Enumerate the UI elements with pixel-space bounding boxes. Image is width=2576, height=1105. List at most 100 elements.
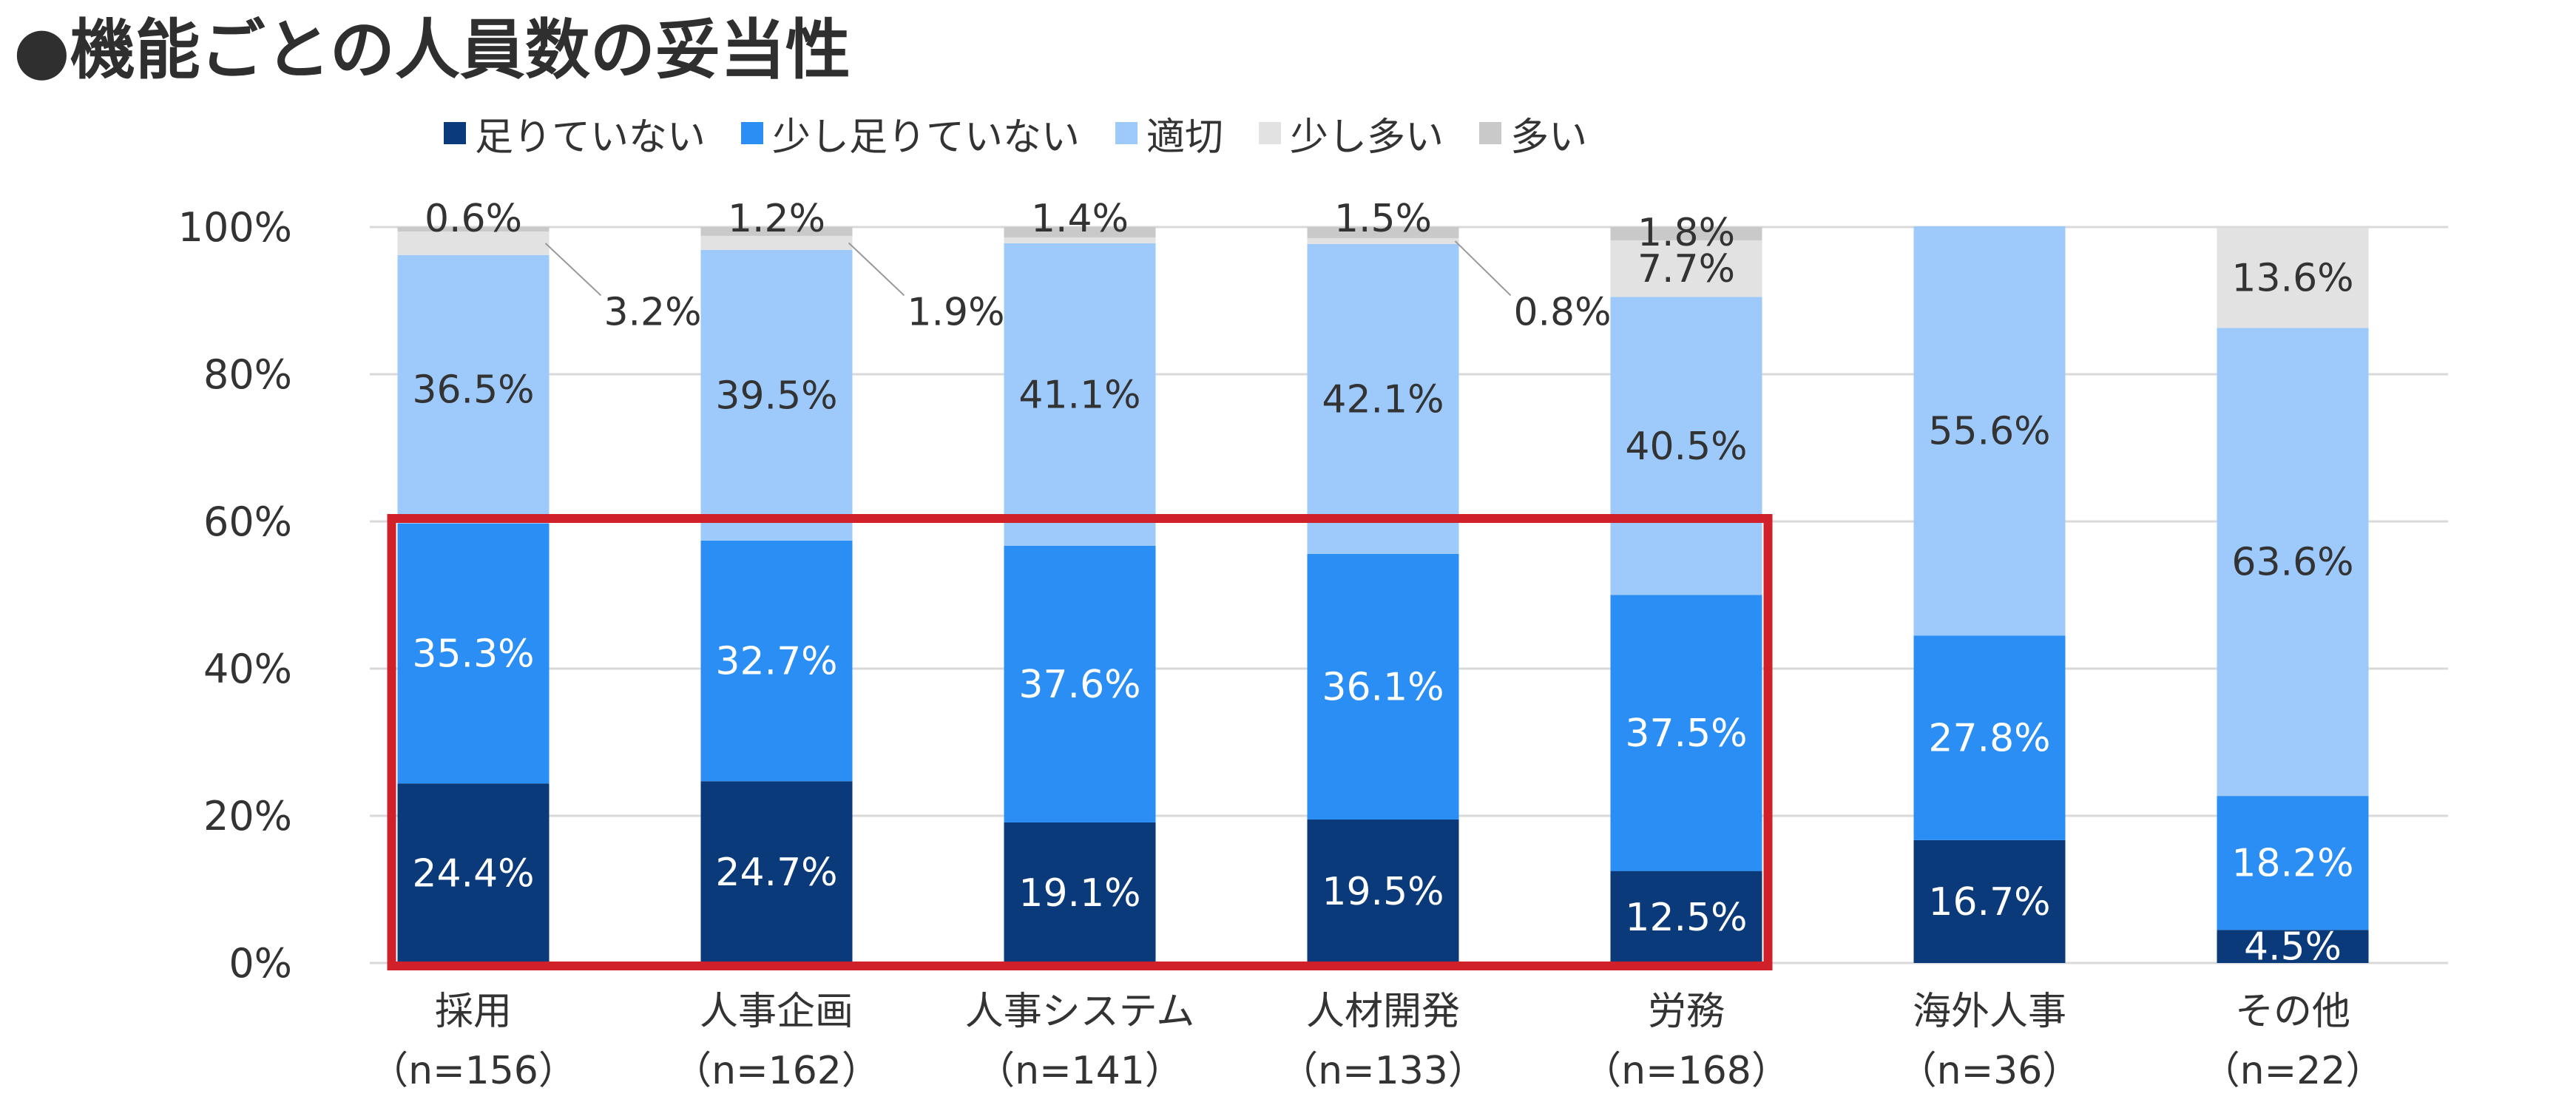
data-label: 27.8%: [1928, 717, 2050, 761]
bar-segment: [1913, 635, 2066, 840]
data-label: 24.4%: [412, 852, 534, 896]
bar-segment: [1610, 227, 1762, 240]
data-label: 0.8%: [1513, 290, 1611, 334]
legend-item: 足りていない: [444, 106, 706, 161]
x-category-label: 採用: [435, 990, 512, 1034]
y-tick-label: 100%: [178, 204, 292, 251]
data-label: 1.5%: [1334, 197, 1432, 241]
bar-segment: [1004, 822, 1156, 963]
legend-swatch: [1259, 122, 1282, 144]
legend-item: 少し多い: [1259, 106, 1444, 161]
x-category-count: （n=162）: [673, 1049, 880, 1093]
data-label: 63.6%: [2231, 541, 2353, 585]
x-category-label: 人事企画: [700, 990, 853, 1034]
legend-label: 少し多い: [1290, 115, 1444, 160]
bar-segment: [1610, 297, 1762, 595]
legend-label: 少し足りていない: [772, 115, 1081, 160]
y-tick-label: 0%: [229, 940, 292, 987]
data-label: 39.5%: [715, 374, 837, 418]
legend-label: 適切: [1146, 115, 1224, 160]
bar-segment: [700, 227, 853, 236]
x-category-label: 労務: [1648, 990, 1725, 1034]
legend-swatch: [741, 122, 764, 144]
x-category-count: （n=141）: [976, 1049, 1183, 1093]
x-category-count: （n=36）: [1899, 1049, 2081, 1093]
data-label: 19.5%: [1322, 870, 1444, 914]
data-label: 3.2%: [604, 290, 701, 334]
bar-segment: [397, 783, 550, 963]
bar-segment: [2217, 930, 2369, 963]
data-label: 36.5%: [412, 368, 534, 412]
x-category-label: 人事システム: [965, 990, 1194, 1034]
bar-segment: [700, 249, 853, 541]
bar-segment: [1004, 237, 1156, 243]
bar-segment: [1307, 243, 1459, 554]
y-tick-label: 80%: [203, 351, 292, 398]
bar-segment: [1004, 243, 1156, 546]
data-label: 24.7%: [715, 851, 837, 895]
legend-item: 少し足りていない: [741, 106, 1080, 161]
y-tick-label: 20%: [203, 793, 292, 839]
x-category-count: （n=133）: [1279, 1049, 1487, 1093]
bar-segment: [2217, 227, 2369, 328]
data-label: 1.8%: [1637, 211, 1735, 255]
y-tick-label: 40%: [203, 646, 292, 692]
bar-segment: [1913, 839, 2066, 963]
data-label: 4.5%: [2244, 925, 2342, 970]
data-label: 37.5%: [1625, 712, 1747, 756]
x-category-count: （n=156）: [370, 1049, 577, 1093]
data-label: 36.1%: [1322, 665, 1444, 709]
data-label: 18.2%: [2231, 842, 2353, 886]
y-tick-label: 60%: [203, 499, 292, 545]
bar-segment: [1004, 545, 1156, 822]
bar-segment: [397, 231, 550, 255]
data-label: 41.1%: [1018, 373, 1140, 417]
bar-segment: [1307, 819, 1459, 963]
legend-swatch: [444, 122, 466, 144]
bar-segment: [1610, 595, 1762, 871]
data-label: 40.5%: [1625, 425, 1747, 469]
bar-segment: [2217, 796, 2369, 930]
bar-segment: [700, 540, 853, 782]
x-category-count: （n=22）: [2202, 1049, 2384, 1093]
legend-item: 多い: [1479, 106, 1587, 161]
x-category-label: 人材開発: [1306, 990, 1460, 1034]
data-label: 1.4%: [1031, 197, 1129, 241]
data-label: 42.1%: [1322, 377, 1444, 422]
bar-segment: [397, 523, 550, 784]
leader-line: [544, 243, 602, 297]
x-category-count: （n=168）: [1583, 1049, 1790, 1093]
leader-line: [1454, 240, 1512, 297]
bar-segment: [1307, 553, 1459, 820]
data-label: 1.9%: [907, 290, 1004, 334]
bar-segment: [1913, 226, 2066, 636]
page-title: ●機能ごとの人員数の妥当性: [13, 12, 851, 88]
bar-segment: [1610, 240, 1762, 297]
data-label: 13.6%: [2231, 257, 2353, 301]
highlight-box: [387, 514, 1773, 970]
data-label: 0.6%: [425, 197, 522, 241]
bar-segment: [397, 227, 550, 232]
data-label: 19.1%: [1018, 871, 1140, 916]
data-label: 55.6%: [1928, 410, 2050, 454]
legend-label: 足りていない: [475, 115, 706, 160]
bar-segment: [700, 781, 853, 963]
data-label: 37.6%: [1018, 663, 1140, 707]
chart-legend: 足りていない 少し足りていない 適切 少し多い 多い: [444, 104, 1587, 163]
bar-segment: [1307, 227, 1459, 238]
data-label: 32.7%: [715, 640, 837, 684]
bar-segment: [700, 235, 853, 250]
leader-line: [848, 242, 905, 297]
bar-segment: [1307, 237, 1459, 244]
data-label: 7.7%: [1637, 247, 1735, 291]
data-label: 16.7%: [1928, 880, 2050, 925]
legend-label: 多い: [1510, 115, 1588, 160]
bar-segment: [1004, 227, 1156, 237]
data-label: 35.3%: [412, 632, 534, 677]
legend-swatch: [1115, 122, 1138, 144]
legend-swatch: [1479, 122, 1502, 144]
data-label: 1.2%: [728, 197, 825, 241]
data-label: 12.5%: [1625, 896, 1747, 940]
x-category-label: その他: [2235, 990, 2350, 1034]
